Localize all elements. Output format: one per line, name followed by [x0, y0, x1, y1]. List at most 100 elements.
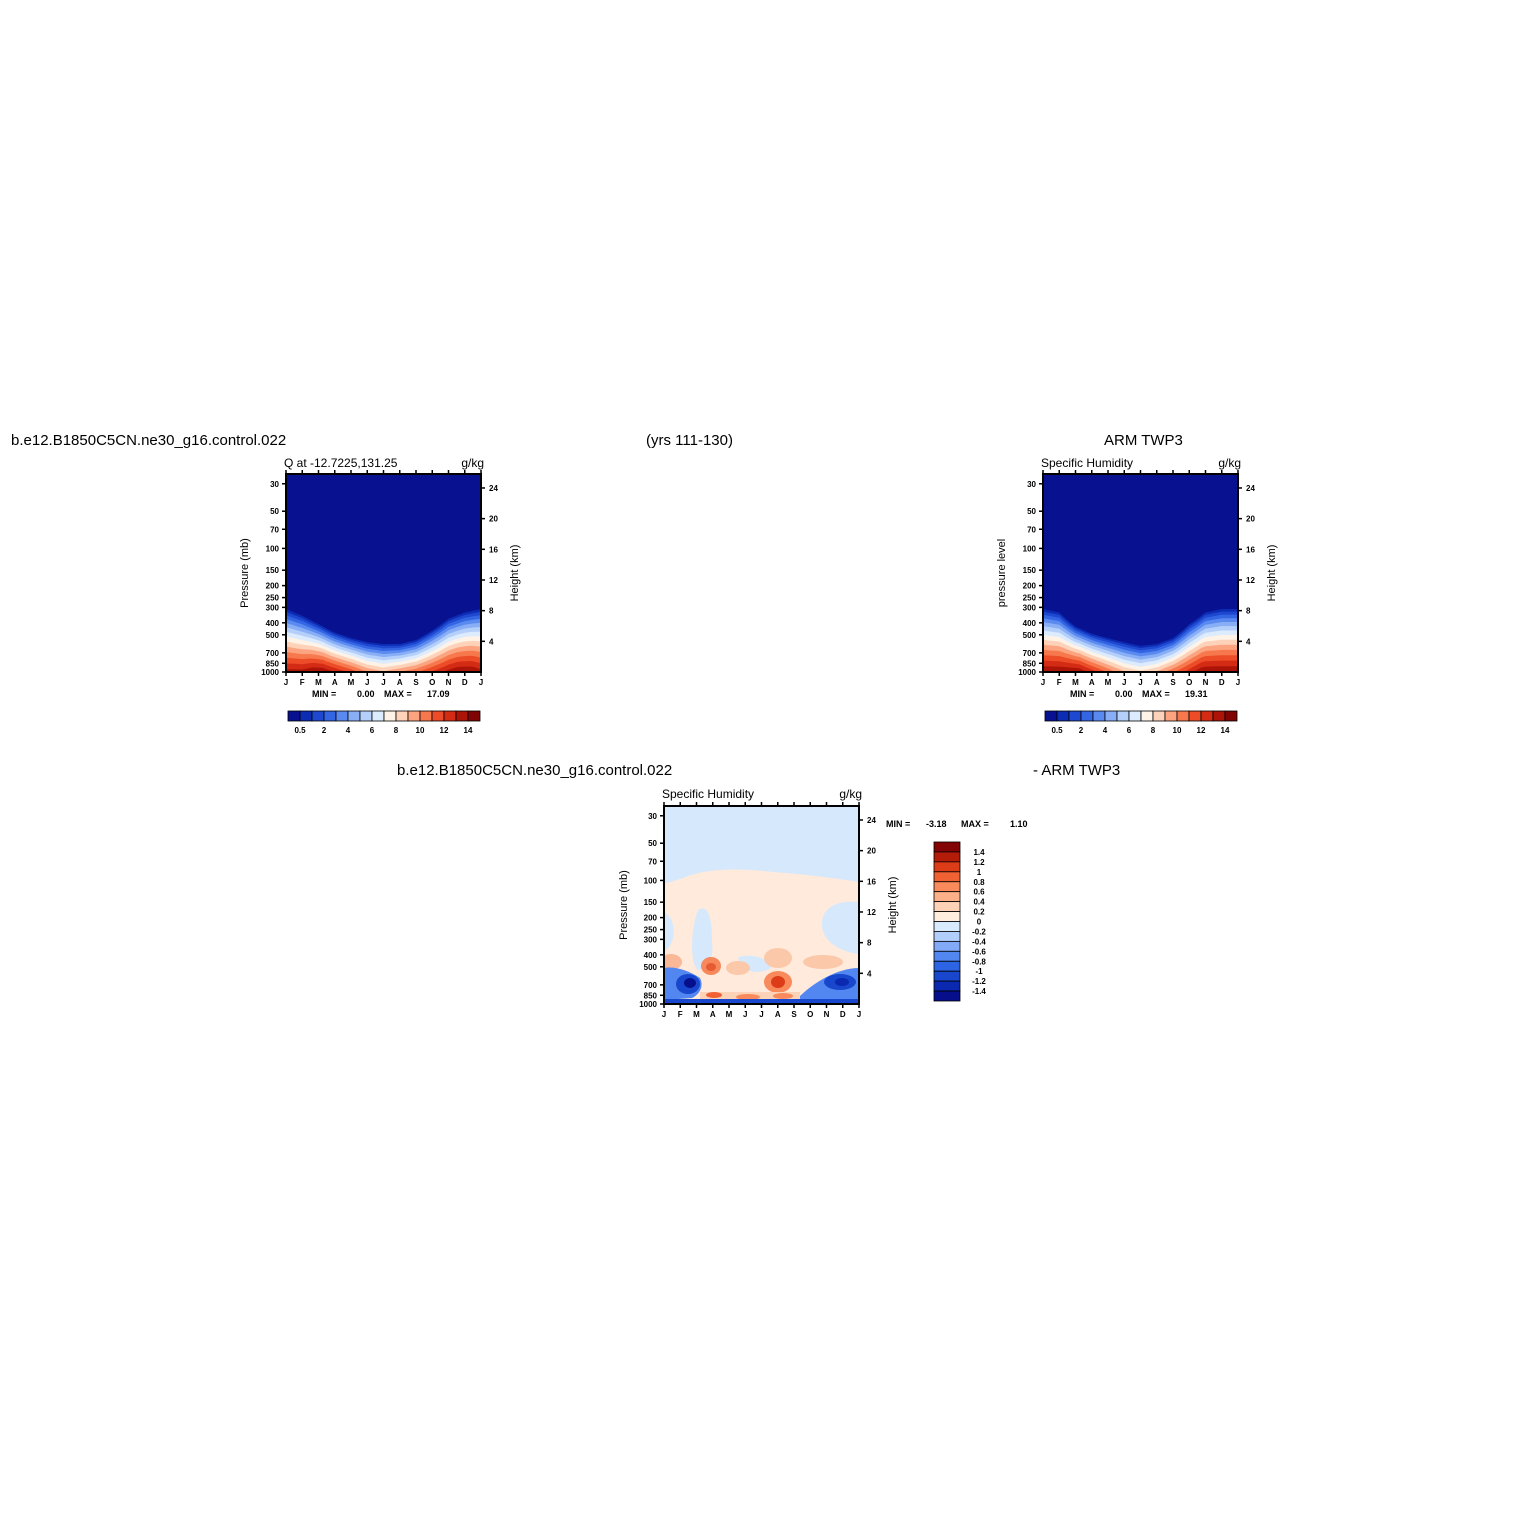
model-min-value: 0.00 — [357, 689, 375, 699]
model-xtick-label: J — [381, 678, 385, 687]
model-colorbar-label: 0.5 — [294, 726, 306, 735]
model-units: g/kg — [461, 456, 484, 470]
model-contour-band — [286, 655, 481, 672]
obs-xtick-label: A — [1154, 678, 1160, 687]
diff-ytick-right-label: 16 — [867, 877, 876, 886]
diff-negative-core — [684, 978, 696, 988]
diff-colorbar-label: -0.8 — [972, 957, 986, 966]
diff-colorbar-swatch — [933, 911, 961, 922]
model-xtick-label: O — [429, 678, 435, 687]
diff-negative-patch — [692, 908, 713, 970]
model-min-label: MIN = — [312, 689, 336, 699]
obs-xtick-label: J — [1138, 678, 1142, 687]
diff-panel-title: Specific Humidity — [662, 787, 754, 801]
diff-ytick-right-label: 4 — [867, 969, 872, 978]
obs-xtick-label: S — [1170, 678, 1176, 687]
model-ytick-label: 200 — [266, 582, 280, 591]
diff-xtick-label: A — [710, 1010, 716, 1019]
diff-colorbar-label: 0.2 — [973, 908, 985, 917]
obs-contour-band — [1043, 655, 1238, 672]
obs-ytick-right-label: 8 — [1246, 607, 1251, 616]
model-ytick-label: 400 — [266, 619, 280, 628]
obs-ytick-label: 70 — [1027, 525, 1036, 534]
model-colorbar-swatch — [347, 710, 361, 722]
diff-ytick-label: 150 — [644, 898, 658, 907]
model-ytick-label: 850 — [266, 659, 280, 668]
model-colorbar-label: 10 — [416, 726, 425, 735]
obs-colorbar-swatch — [1152, 710, 1166, 722]
obs-plot — [1043, 474, 1238, 672]
obs-ytick-right-label: 12 — [1246, 576, 1255, 585]
obs-panel-title: Specific Humidity — [1041, 456, 1133, 470]
obs-colorbar-label: 10 — [1173, 726, 1182, 735]
diff-ytick-label: 200 — [644, 914, 658, 923]
diff-surface-positive — [706, 992, 722, 998]
diff-positive-patch — [803, 955, 843, 969]
model-colorbar-swatch — [395, 710, 409, 722]
diff-colorbar-label: -0.2 — [972, 927, 986, 936]
obs-colorbar-swatch — [1080, 710, 1094, 722]
obs-ytick-label: 100 — [1023, 544, 1037, 553]
obs-ylabel-right: Height (km) — [1266, 545, 1278, 602]
diff-stats: MIN = -3.18 MAX = 1.10 — [886, 819, 1028, 829]
obs-xtick-label: A — [1089, 678, 1095, 687]
diff-ytick-right-label: 20 — [867, 847, 876, 856]
diff-negative-core — [835, 978, 849, 986]
obs-colorbar-swatch — [1200, 710, 1214, 722]
model-colorbar: 0.5 2 4 6 8 10 12 14 — [287, 710, 481, 735]
diff-xtick-label: A — [775, 1010, 781, 1019]
diff-xtick-label: O — [807, 1010, 813, 1019]
diff-negative-patch — [664, 912, 674, 952]
model-ylabel: Pressure (mb) — [239, 538, 251, 608]
model-colorbar-label: 14 — [464, 726, 473, 735]
model-colorbar-swatch — [299, 710, 313, 722]
diff-ytick-label: 100 — [644, 876, 658, 885]
model-colorbar-swatch — [407, 710, 421, 722]
diff-ytick-label: 700 — [644, 981, 658, 990]
diff-max-label: MAX = — [961, 819, 989, 829]
diff-positive-patch — [706, 963, 716, 971]
diff-colorbar-swatch — [933, 980, 961, 992]
diff-colorbar-swatch — [933, 960, 961, 972]
diff-ytick-label: 300 — [644, 935, 658, 944]
model-xtick-label: M — [315, 678, 322, 687]
diff-colorbar-swatch — [933, 841, 961, 853]
diff-ytick-right-label: 8 — [867, 939, 872, 948]
obs-ytick-label: 250 — [1023, 594, 1037, 603]
diff-case-title: b.e12.B1850C5CN.ne30_g16.control.022 — [397, 762, 673, 779]
model-colorbar-swatch — [287, 710, 301, 722]
obs-title: ARM TWP3 — [1104, 432, 1183, 449]
diff-ytick-label: 400 — [644, 951, 658, 960]
diff-surface-negative — [664, 999, 859, 1004]
obs-colorbar-swatch — [1140, 710, 1154, 722]
model-colorbar-swatch — [467, 710, 481, 722]
diff-max-value: 1.10 — [1010, 819, 1028, 829]
obs-colorbar-label: 6 — [1127, 726, 1132, 735]
model-colorbar-swatch — [335, 710, 349, 722]
diff-colorbar-swatch — [933, 901, 961, 912]
diff-xtick-label: J — [857, 1010, 861, 1019]
diff-colorbar-swatch — [933, 891, 961, 903]
diff-colorbar-label: 0 — [977, 918, 982, 927]
diff-xtick-label: N — [824, 1010, 830, 1019]
model-colorbar-label: 8 — [394, 726, 399, 735]
diff-xtick-label: M — [726, 1010, 733, 1019]
model-ytick-label: 30 — [270, 480, 279, 489]
obs-xtick-label: J — [1041, 678, 1045, 687]
obs-max-label: MAX = — [1142, 689, 1170, 699]
model-xtick-label: F — [300, 678, 305, 687]
model-ytick-label: 300 — [266, 603, 280, 612]
diff-colorbar-swatch — [933, 970, 961, 982]
obs-xtick-label: O — [1186, 678, 1192, 687]
diff-positive-patch — [764, 948, 792, 968]
diff-ytick-label: 250 — [644, 926, 658, 935]
model-contour-band — [286, 661, 481, 672]
model-xtick-label: J — [284, 678, 288, 687]
diff-ytick-label: 30 — [648, 812, 657, 821]
model-colorbar-swatch — [455, 710, 469, 722]
diff-upper-negative — [664, 806, 859, 883]
model-ytick-label: 100 — [266, 544, 280, 553]
model-ytick-right-label: 4 — [489, 637, 494, 646]
diff-xtick-label: J — [759, 1010, 763, 1019]
obs-colorbar-swatch — [1164, 710, 1178, 722]
